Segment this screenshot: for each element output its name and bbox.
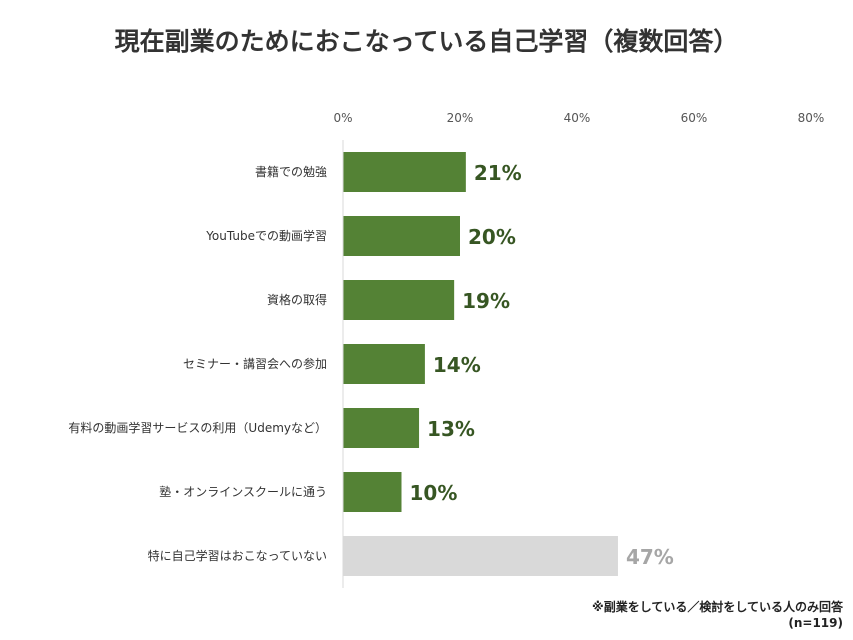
category-label: 有料の動画学習サービスの利用（Udemyなど） <box>68 420 327 435</box>
data-label: 13% <box>427 417 475 441</box>
data-label: 14% <box>433 353 481 377</box>
x-axis-ticks: 0% 20% 40% 60% 80% <box>333 111 824 125</box>
category-labels: 書籍での勉強 YouTubeでの動画学習資格の取得セミナー・講習会への参加有料の動… <box>68 164 327 563</box>
category-label: 資格の取得 <box>267 292 327 307</box>
bar <box>343 280 455 320</box>
bar <box>343 472 402 512</box>
category-label: 特に自己学習はおこなっていない <box>148 548 327 563</box>
bar <box>343 152 466 192</box>
x-tick-label: 0% <box>333 111 352 125</box>
data-label: 21% <box>474 161 522 185</box>
category-label: YouTubeでの動画学習 <box>205 228 327 243</box>
category-label: 塾・オンラインスクールに通う <box>159 484 327 499</box>
x-tick-label: 60% <box>681 111 708 125</box>
chart-title: 現在副業のためにおこなっている自己学習（複数回答） <box>114 27 739 56</box>
data-label: 10% <box>410 481 458 505</box>
x-tick-label: 40% <box>564 111 591 125</box>
bars <box>343 152 618 576</box>
bar <box>343 536 618 576</box>
data-label: 47% <box>626 545 674 569</box>
bar <box>343 216 460 256</box>
x-tick-label: 20% <box>447 111 474 125</box>
data-label: 20% <box>468 225 516 249</box>
x-tick-label: 80% <box>798 111 825 125</box>
footnote-sample-size: (n=119) <box>788 616 843 630</box>
value-labels: 21% 20% 19% 14% 13% 10% 47% <box>410 161 674 569</box>
bar <box>343 408 420 448</box>
category-label: 書籍での勉強 <box>255 164 327 179</box>
bar <box>343 344 425 384</box>
footnote-note: ※副業をしている／検討をしている人のみ回答 <box>592 600 843 614</box>
category-label: セミナー・講習会への参加 <box>183 356 327 371</box>
data-label: 19% <box>462 289 510 313</box>
